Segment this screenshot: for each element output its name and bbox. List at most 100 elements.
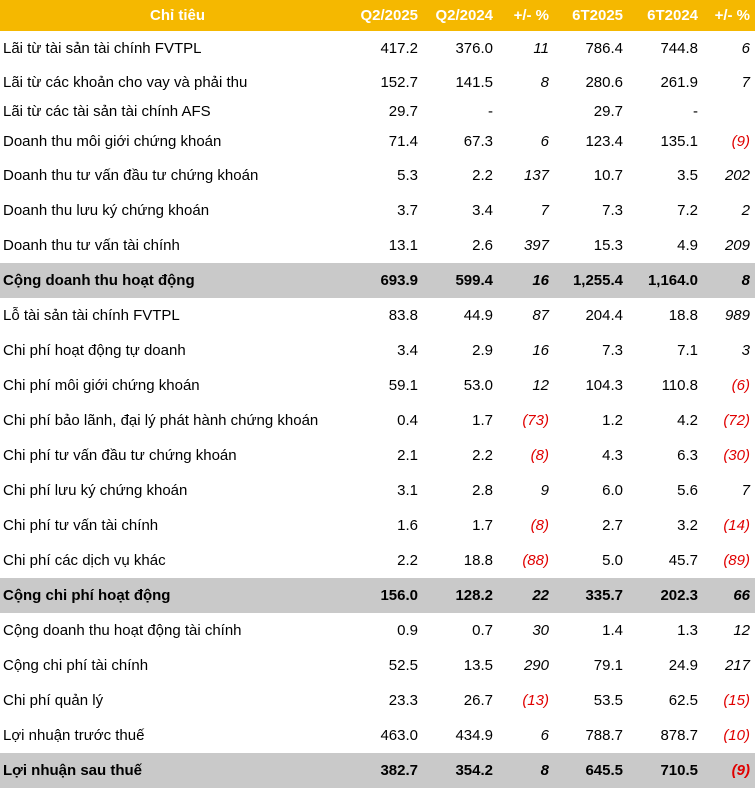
row-label: Cộng chi phí hoạt động	[0, 578, 355, 613]
cell-6t2024: 3.5	[677, 167, 698, 184]
cell-quarter-change: 16	[532, 342, 549, 359]
row-label: Cộng chi phí tài chính	[3, 657, 149, 674]
cell-quarter-change: 16	[498, 263, 554, 298]
cell-halfyear-change: (89)	[723, 552, 750, 569]
row-label: Doanh thu môi giới chứng khoán	[3, 132, 222, 150]
cell-6t2025: 104.3	[585, 377, 623, 394]
total-row: Cộng chi phí hoạt động 156.0 128.2 22 335.7 2…	[0, 578, 755, 613]
table-row: Chi phí các dịch vụ khác 2.2 18.8 (88) 5.0 45…	[0, 543, 755, 578]
cell-q2-2024: 2.2	[472, 167, 493, 184]
row-label: Doanh thu tư vấn tài chính	[3, 237, 180, 254]
row-label: Chi phí các dịch vụ khác	[3, 552, 166, 569]
cell-6t2025: 7.3	[602, 342, 623, 359]
cell-6t2025: 1,255.4	[554, 263, 628, 298]
cell-halfyear-change: 66	[703, 578, 755, 613]
cell-halfyear-change: 202	[724, 167, 750, 184]
cell-6t2024: 45.7	[668, 552, 698, 569]
table-row: Chi phí tư vấn đầu tư chứng khoán 2.1 2.2 (…	[0, 438, 755, 473]
table-row: Lỗ tài sản tài chính FVTPL 83.8 44.9 87 204.…	[0, 298, 755, 333]
row-label: Chi phí bảo lãnh, đại lý phát hành chứng…	[3, 412, 319, 429]
cell-q2-2025: 156.0	[355, 578, 423, 613]
table-header-row: Chỉ tiêu Q2/2025 Q2/2024 +/- % 6T2025 6T…	[0, 0, 755, 31]
cell-q2-2025: 0.4	[397, 412, 418, 429]
cell-quarter-change: 12	[532, 377, 549, 394]
cell-q2-2024: 0.7	[472, 622, 493, 639]
cell-q2-2025: 59.1	[388, 377, 418, 394]
row-label: Lợi nhuận sau thuế	[0, 753, 355, 788]
cell-q2-2024: 376.0	[455, 39, 493, 57]
cell-6t2025: 10.7	[593, 167, 623, 184]
cell-quarter-change	[498, 99, 554, 124]
row-label: Chi phí quản lý	[3, 692, 104, 709]
cell-6t2025: 645.5	[554, 753, 628, 788]
cell-halfyear-change: (72)	[723, 412, 750, 429]
cell-q2-2025: 3.1	[397, 482, 418, 499]
cell-q2-2025: 83.8	[388, 307, 418, 324]
cell-quarter-change: 8	[498, 753, 554, 788]
cell-quarter-change: (8)	[530, 447, 549, 464]
cell-6t2024: 5.6	[677, 482, 698, 499]
header-q2-2025: Q2/2025	[355, 0, 423, 31]
cell-6t2025: 5.0	[602, 552, 623, 569]
cell-halfyear-change: 217	[724, 657, 750, 674]
cell-quarter-change: 87	[532, 307, 549, 324]
cell-6t2025: 15.3	[593, 237, 623, 254]
cell-q2-2024: 67.3	[463, 132, 493, 150]
table-row: Lãi từ tài sản tài chính FVTPL 417.2 376.0…	[0, 31, 755, 65]
table-row: Chi phí môi giới chứng khoán 59.1 53.0 12 10…	[0, 368, 755, 403]
cell-6t2024: 18.8	[668, 307, 698, 324]
header-halfyear-change: +/- %	[703, 0, 755, 31]
cell-6t2024: 110.8	[661, 377, 698, 394]
cell-q2-2025: 0.9	[397, 622, 418, 639]
row-label: Doanh thu tư vấn đầu tư chứng khoán	[3, 167, 259, 184]
table-row: Chi phí bảo lãnh, đại lý phát hành chứng…	[0, 403, 755, 438]
cell-quarter-change: 7	[540, 202, 549, 219]
table-row: Doanh thu tư vấn tài chính 13.1 2.6 397 15.3…	[0, 228, 755, 263]
cell-quarter-change: 9	[540, 482, 549, 499]
cell-6t2024: 1,164.0	[628, 263, 703, 298]
cell-q2-2024: 434.9	[455, 727, 493, 744]
header-6t2024: 6T2024	[628, 0, 703, 31]
table-row: Chi phí hoạt động tự doanh 3.4 2.9 16 7.3 7.1…	[0, 333, 755, 368]
cell-q2-2025: 13.1	[388, 237, 418, 254]
cell-q2-2024: 53.0	[463, 377, 493, 394]
cell-6t2024: 1.3	[677, 622, 698, 639]
table-row: Lãi từ các tài sản tài chính AFS 29.7 - 29.…	[0, 99, 755, 124]
row-label: Chi phí hoạt động tự doanh	[3, 342, 186, 359]
cell-quarter-change: 397	[523, 237, 549, 254]
cell-halfyear-change: 6	[741, 39, 750, 57]
cell-quarter-change: 8	[540, 73, 549, 91]
cell-q2-2025: 52.5	[388, 657, 418, 674]
cell-halfyear-change: 3	[741, 342, 750, 359]
cell-6t2025: 53.5	[593, 692, 623, 709]
cell-q2-2025: 152.7	[380, 73, 418, 91]
cell-6t2024: -	[693, 103, 698, 120]
cell-halfyear-change: (9)	[731, 132, 750, 150]
cell-6t2025: 1.4	[602, 622, 623, 639]
cell-6t2024: 3.2	[677, 517, 698, 534]
row-label: Chi phí lưu ký chứng khoán	[3, 482, 188, 499]
table-row: Chi phí quản lý 23.3 26.7 (13) 53.5 62.5 (15)	[0, 683, 755, 718]
cell-q2-2025: 71.4	[388, 132, 418, 150]
cell-6t2024: 7.1	[677, 342, 698, 359]
cell-halfyear-change: (9)	[703, 753, 755, 788]
cell-6t2024: 202.3	[628, 578, 703, 613]
cell-quarter-change: (8)	[530, 517, 549, 534]
cell-quarter-change: 290	[523, 657, 549, 674]
cell-6t2024: 710.5	[628, 753, 703, 788]
cell-6t2025: 79.1	[593, 657, 623, 674]
cell-halfyear-change: (14)	[723, 517, 750, 534]
cell-q2-2024: 3.4	[472, 202, 493, 219]
cell-6t2025: 786.4	[585, 39, 623, 57]
cell-q2-2024: 44.9	[463, 307, 493, 324]
header-indicator: Chỉ tiêu	[0, 0, 355, 31]
table-row: Doanh thu tư vấn đầu tư chứng khoán 5.3 2.…	[0, 158, 755, 193]
cell-6t2024: 6.3	[677, 447, 698, 464]
cell-quarter-change: 30	[532, 622, 549, 639]
cell-6t2024: 135.1	[660, 132, 698, 150]
cell-quarter-change: 137	[523, 167, 549, 184]
cell-6t2024: 878.7	[660, 727, 698, 744]
cell-halfyear-change: 7	[741, 482, 750, 499]
cell-6t2025: 204.4	[585, 307, 623, 324]
cell-6t2024: 261.9	[660, 73, 698, 91]
